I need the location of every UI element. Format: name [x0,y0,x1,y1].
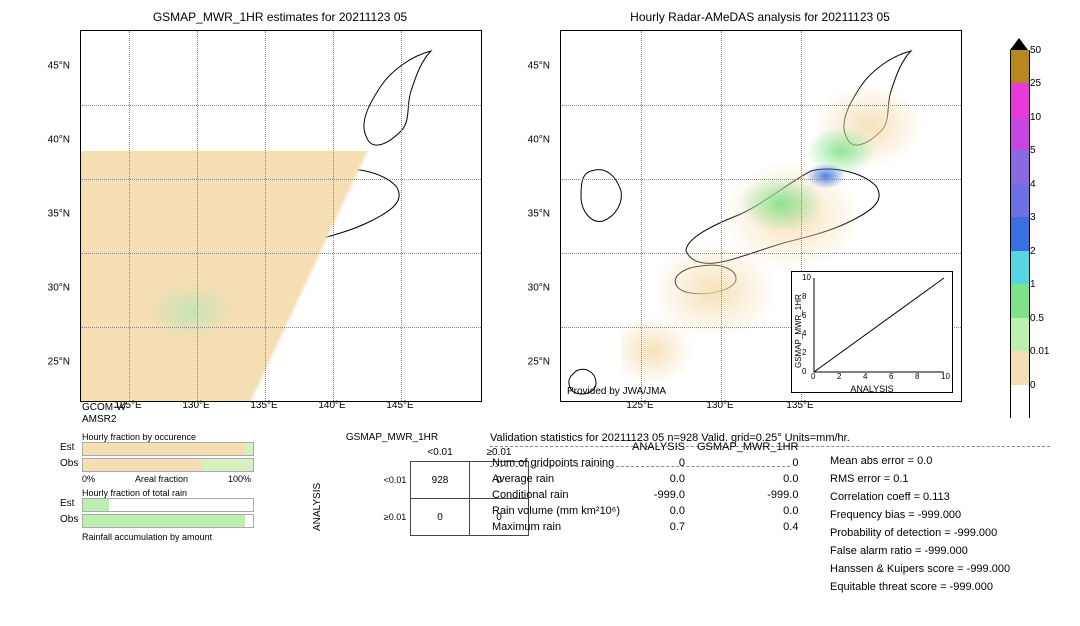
scatter-inset: 0246810 0246810 ANALYSIS GSMAP_MWR_1HR [791,271,953,393]
inset-xtick: 2 [837,372,841,381]
conf-row-ge: ≥0.01 [380,499,411,536]
left-map [80,30,482,402]
inset-xtick: 4 [863,372,867,381]
satellite-note-2: AMSR2 [82,414,116,425]
ytick: 40°N [30,135,70,146]
val-row-b: 0.4 [697,520,808,534]
ytick: 45°N [510,61,550,72]
validation-metrics: Mean abs error = 0.0RMS error = 0.1Corre… [830,452,1010,596]
val-row-b: 0 [697,456,808,470]
bar-label: Obs [60,458,80,469]
colorbar-tick: 1 [1030,279,1036,290]
val-row-name: Num of gridpoints raining [492,456,630,470]
fraction-occurrence-block: Hourly fraction by occurence Est Obs 0% A… [60,432,270,542]
colorbar-tick: 4 [1030,179,1036,190]
val-row-a: 0.7 [632,520,695,534]
metric-row: False alarm ratio = -999.000 [830,542,1010,560]
scatter-plot [792,272,952,392]
colorbar-tick: 0.01 [1030,346,1049,357]
val-row-name: Maximum rain [492,520,630,534]
metric-row: Equitable threat score = -999.000 [830,578,1010,596]
val-row-a: 0 [632,456,695,470]
page: GSMAP_MWR_1HR estimates for 20211123 05 … [0,0,1080,612]
ytick: 35°N [510,209,550,220]
inset-ylabel: GSMAP_MWR_1HR [794,278,803,368]
fraction-total-title: Hourly fraction of total rain [82,488,270,498]
colorbar-tick: 2 [1030,246,1036,257]
confusion-header: GSMAP_MWR_1HR [322,432,462,443]
ytick: 30°N [510,283,550,294]
ytick: 35°N [30,209,70,220]
conf-col-1: <0.01 [411,443,470,462]
inset-ytick: 10 [802,273,811,282]
areal-100pct: 100% [228,474,251,484]
rainfall-accum-title: Rainfall accumulation by amount [82,532,270,542]
ytick: 25°N [510,357,550,368]
satellite-note-1: GCOM-W [82,402,126,413]
ytick: 45°N [30,61,70,72]
metric-row: Probability of detection = -999.000 [830,524,1010,542]
inset-xlabel: ANALYSIS [792,384,952,394]
colorbar-tick: 3 [1030,212,1036,223]
conf-cell: 0 [411,499,470,536]
areal-0pct: 0% [82,474,95,484]
metric-row: RMS error = 0.1 [830,470,1010,488]
val-row-b: 0.0 [697,472,808,486]
right-map: Provided by JWA/JMA 0246810 0246810 ANAL… [560,30,962,402]
colorbar: 502510543210.50.010 [1010,38,1028,418]
fraction-occ-title: Hourly fraction by occurence [82,432,270,442]
colorbar-tick: 0.5 [1030,313,1044,324]
metric-row: Frequency bias = -999.000 [830,506,1010,524]
ytick: 40°N [510,135,550,146]
inset-xtick: 8 [915,372,919,381]
left-map-title: GSMAP_MWR_1HR estimates for 20211123 05 [80,10,480,24]
val-row-a: -999.0 [632,488,695,502]
validation-block: Validation statistics for 20211123 05 n=… [490,432,1050,445]
ytick: 30°N [30,283,70,294]
bar-bg [82,458,254,472]
colorbar-tick: 5 [1030,145,1036,156]
val-row-name: Conditional rain [492,488,630,502]
bar-bg [82,498,254,512]
val-row-a: 0.0 [632,472,695,486]
conf-row-lt: <0.01 [380,462,411,499]
bar-bg [82,514,254,528]
areal-label: Areal fraction [135,474,188,484]
val-row-b: 0.0 [697,504,808,518]
bar-bg [82,442,254,456]
colorbar-tick: 10 [1030,112,1041,123]
inset-xtick: 10 [941,372,950,381]
ytick: 25°N [30,357,70,368]
left-map-precip-patch [121,261,261,361]
bar-label: Est [60,498,80,509]
metric-row: Mean abs error = 0.0 [830,452,1010,470]
val-row-name: Rain volume (mm km²10⁶) [492,504,630,518]
val-row-b: -999.0 [697,488,808,502]
val-col-2: GSMAP_MWR_1HR [697,440,808,454]
bar-label: Est [60,442,80,453]
val-col-1: ANALYSIS [632,440,695,454]
conf-cell: 928 [411,462,470,499]
colorbar-tick: 50 [1030,45,1041,56]
val-row-a: 0.0 [632,504,695,518]
val-row-name: Average rain [492,472,630,486]
metric-row: Correlation coeff = 0.113 [830,488,1010,506]
provider-note: Provided by JWA/JMA [567,386,666,397]
validation-table: ANALYSIS GSMAP_MWR_1HR Num of gridpoints… [490,438,810,536]
bar-label: Obs [60,514,80,525]
metric-row: Hanssen & Kuipers score = -999.000 [830,560,1010,578]
colorbar-tick: 25 [1030,78,1041,89]
inset-xtick: 6 [889,372,893,381]
right-map-title: Hourly Radar-AMeDAS analysis for 2021112… [560,10,960,24]
colorbar-tick: 0 [1030,380,1036,391]
inset-ytick: 0 [802,367,806,376]
inset-xtick: 0 [811,372,815,381]
